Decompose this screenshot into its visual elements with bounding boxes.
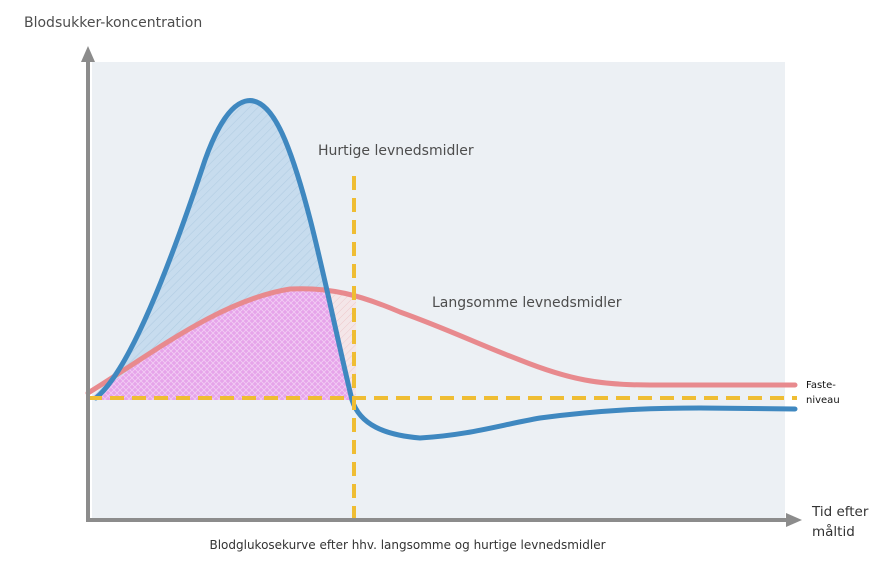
slow-foods-curve xyxy=(85,286,798,396)
x-axis-label: Tid efter måltid xyxy=(812,502,868,542)
fast-foods-curve xyxy=(93,98,798,441)
x-axis-label-line1: Tid efter xyxy=(812,504,869,520)
diagram-caption: Blodglukosekurve efter hhv. langsomme og… xyxy=(209,538,606,552)
x-axis-arrow xyxy=(786,513,802,527)
overlap-area xyxy=(88,288,352,400)
y-axis-label: Blodsukker-koncentration xyxy=(24,15,203,31)
fasting-label-line1: Faste- xyxy=(806,380,836,391)
fasting-label-line2: niveau xyxy=(806,395,840,406)
x-axis-label-line2: måltid xyxy=(812,524,855,540)
y-axis-arrow xyxy=(81,46,95,62)
slow-foods-label: Langsomme levnedsmidler xyxy=(432,295,622,311)
fasting-level-label: Faste- niveau xyxy=(806,378,840,408)
fast-foods-label: Hurtige levnedsmidler xyxy=(318,143,474,159)
